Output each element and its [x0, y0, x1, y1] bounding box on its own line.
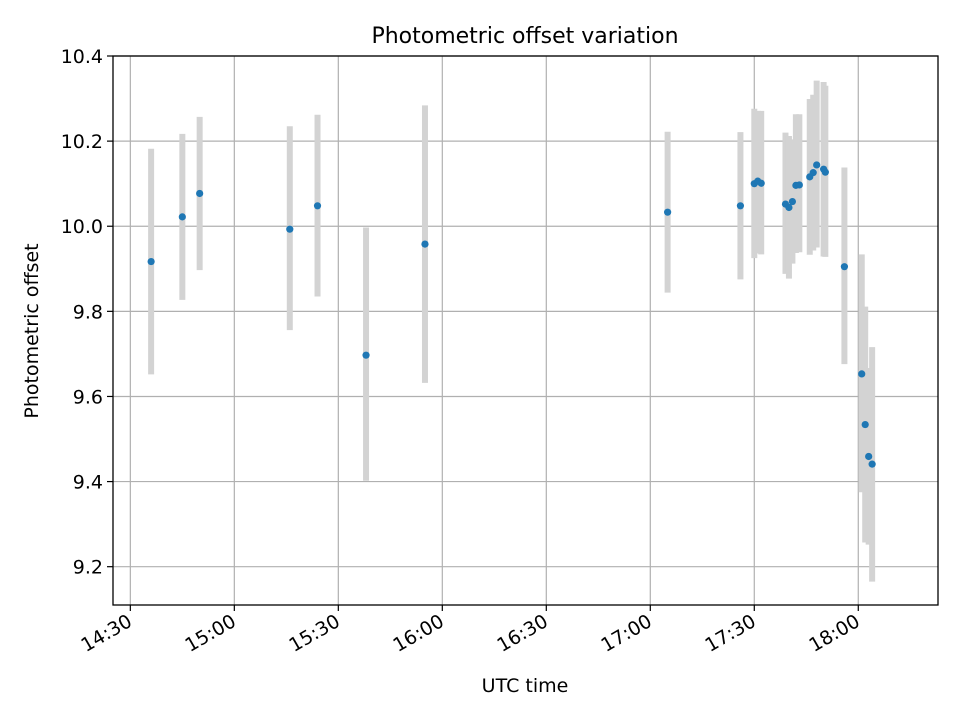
data-point — [795, 181, 803, 189]
data-point — [858, 370, 866, 378]
data-point — [421, 240, 429, 248]
y-tick-label: 10.0 — [61, 216, 103, 238]
data-point — [809, 169, 817, 177]
y-tick-label: 10.2 — [61, 131, 103, 153]
y-tick-label: 9.4 — [73, 472, 103, 494]
y-axis-ticks: 9.2 9.4 9.6 9.8 10.0 10.2 10.4 — [61, 46, 113, 579]
data-point — [196, 189, 204, 198]
data-point — [785, 203, 793, 212]
data-point — [178, 213, 186, 221]
y-tick-label: 9.6 — [73, 386, 103, 408]
data-point — [840, 263, 849, 271]
plot-frame — [112, 55, 939, 606]
y-tick-label: 9.8 — [73, 301, 103, 323]
x-axis-label: UTC time — [482, 675, 569, 697]
data-point — [736, 202, 745, 210]
data-point — [664, 208, 672, 216]
data-point — [313, 202, 322, 210]
data-points — [147, 161, 876, 468]
data-point — [821, 168, 829, 176]
data-point — [788, 197, 797, 206]
chart-title: Photometric offset variation — [371, 24, 678, 49]
data-point — [865, 452, 873, 461]
y-tick-label: 9.2 — [73, 557, 103, 579]
data-point — [757, 179, 765, 187]
data-point — [813, 161, 821, 169]
y-tick-label: 10.4 — [61, 46, 103, 68]
data-point — [861, 420, 869, 429]
data-point — [868, 460, 876, 468]
data-point — [362, 351, 370, 359]
data-point — [147, 257, 155, 266]
data-point — [286, 225, 294, 233]
y-axis-label: Photometric offset — [21, 243, 43, 418]
